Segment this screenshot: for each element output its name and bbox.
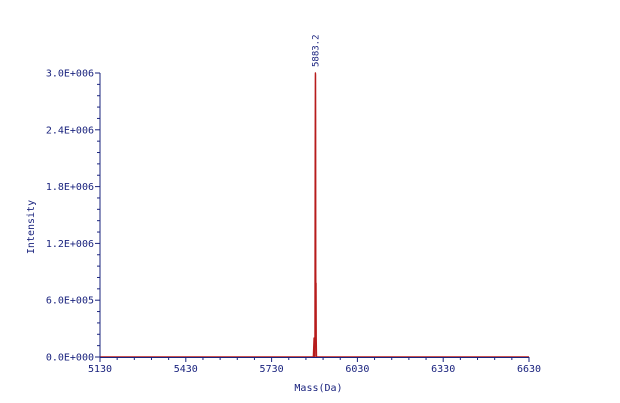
- axes: [99, 73, 529, 358]
- peak-label: 5883.2: [311, 34, 321, 67]
- y-tick-label: 0.0E+000: [46, 353, 94, 364]
- y-tick-label: 1.8E+006: [46, 182, 94, 193]
- y-axis-title: Intensity: [26, 200, 37, 254]
- x-tick-label: 6330: [431, 364, 455, 375]
- x-tick-label: 6630: [517, 364, 541, 375]
- x-tick-label: 5130: [88, 364, 112, 375]
- x-tick-label: 5730: [260, 364, 284, 375]
- y-tick-label: 1.2E+006: [46, 239, 94, 250]
- x-tick-label: 5430: [174, 364, 198, 375]
- x-axis-ticks: 5130 5430 5730 6030 6330 6630: [88, 357, 541, 375]
- y-tick-label: 2.4E+006: [46, 125, 94, 136]
- plot-area: [100, 72, 529, 358]
- y-tick-label: 3.0E+006: [46, 69, 94, 80]
- x-axis-title: Mass(Da): [294, 383, 342, 394]
- peak-annotations: 5883.2: [311, 34, 321, 67]
- x-tick-label: 6030: [345, 364, 369, 375]
- spectrum-trace: [100, 72, 529, 358]
- y-axis-ticks: 0.0E+000 6.0E+005 1.2E+006 1.8E+006 2.4E+006…: [46, 69, 100, 364]
- y-tick-label: 6.0E+005: [46, 296, 94, 307]
